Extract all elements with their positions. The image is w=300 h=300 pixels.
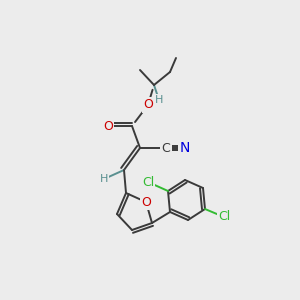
Text: O: O <box>141 196 151 208</box>
Text: Cl: Cl <box>218 211 230 224</box>
Text: Cl: Cl <box>142 176 154 188</box>
Text: O: O <box>143 98 153 112</box>
Text: O: O <box>103 119 113 133</box>
Text: H: H <box>155 95 163 105</box>
Text: C: C <box>162 142 170 154</box>
Text: H: H <box>100 174 108 184</box>
Text: N: N <box>180 141 190 155</box>
